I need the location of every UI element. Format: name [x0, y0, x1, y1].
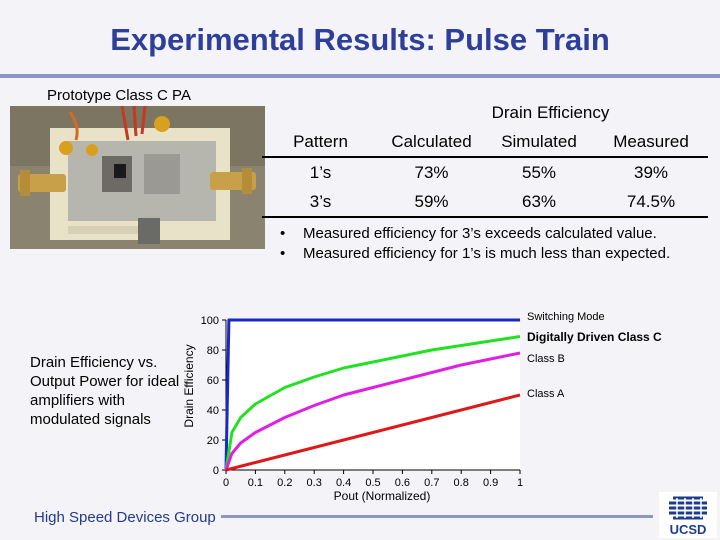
x-tick-label: 0.4 [336, 477, 351, 489]
plot-area [226, 320, 520, 470]
bullet-text: Measured efficiency for 3’s exceeds calc… [303, 225, 657, 242]
table-cell: 73% [414, 162, 449, 182]
y-tick-label: 0 [213, 465, 219, 477]
slide-title: Experimental Results: Pulse Train [110, 22, 610, 57]
bullet-list: • Measured efficiency for 3’s exceeds ca… [280, 224, 670, 264]
y-axis-label: Drain Efficiency [182, 344, 196, 427]
bullet-text: Measured efficiency for 1’s is much less… [303, 245, 671, 262]
x-tick-label: 0.3 [307, 477, 322, 489]
x-tick-label: 0 [223, 477, 229, 489]
table-cell: 55% [521, 162, 557, 182]
x-tick-label: 0.7 [424, 477, 439, 489]
title-underline [0, 74, 720, 78]
x-axis-label: Pout (Normalized) [334, 489, 431, 503]
table-group-header: Drain Efficiency [491, 102, 610, 122]
y-tick-label: 20 [207, 435, 219, 447]
class-c-line [224, 335, 521, 471]
prototype-label: Prototype Class C PA [47, 87, 191, 104]
table-cell: 3’s [262, 187, 379, 218]
table-header-cell: Calculated [379, 127, 484, 158]
table-header-cell: Pattern [262, 127, 379, 158]
table-row: 3’s 59% 63% 74.5% [262, 187, 708, 218]
table-cell: 63% [484, 187, 594, 218]
y-tick-label: 100 [201, 315, 219, 327]
footer-rule [221, 515, 653, 518]
x-tick-label: 0.8 [454, 477, 469, 489]
bullet-dot: • [280, 225, 286, 242]
switching-mode-label: Switching Mode [527, 311, 605, 323]
ucsd-logo: UCSD [659, 492, 717, 538]
x-tick-label: 0.2 [277, 477, 292, 489]
table-cell: 1’s [309, 162, 332, 182]
class-a-label: Class A [527, 388, 565, 400]
x-tick-label: 0.1 [248, 477, 263, 489]
efficiency-table: Drain Efficiency Pattern Calculated Simu… [262, 98, 708, 218]
x-tick-label: 1 [517, 477, 523, 489]
y-tick-label: 80 [207, 345, 219, 357]
class-c-label: Digitally Driven Class C [527, 330, 662, 344]
class-b-label: Class B [527, 353, 565, 365]
table-cell: 39% [633, 162, 669, 182]
table-header-cell: Simulated [484, 127, 594, 158]
y-tick-label: 60 [207, 375, 219, 387]
class-b-line [224, 351, 521, 471]
class-a-line [225, 393, 521, 472]
list-item: • Measured efficiency for 1’s is much le… [280, 244, 670, 264]
table-cell: 74.5% [594, 187, 708, 218]
table-header-cell: Measured [594, 127, 708, 158]
switching-mode-line [224, 318, 520, 471]
list-item: • Measured efficiency for 3’s exceeds ca… [280, 224, 670, 244]
footer-text: High Speed Devices Group [34, 509, 216, 526]
table-cell: 59% [379, 187, 484, 218]
table-row: 1’s 73% 55% 39% [262, 157, 708, 187]
x-tick-label: 0.9 [483, 477, 498, 489]
logo-text: UCSD [670, 522, 707, 537]
chart-caption: Drain Efficiency vs. Output Power for id… [30, 354, 180, 428]
bullet-dot: • [280, 245, 286, 262]
prototype-photo [10, 106, 265, 249]
y-tick-label: 40 [207, 405, 219, 417]
x-tick-label: 0.5 [365, 477, 380, 489]
x-tick-label: 0.6 [395, 477, 410, 489]
